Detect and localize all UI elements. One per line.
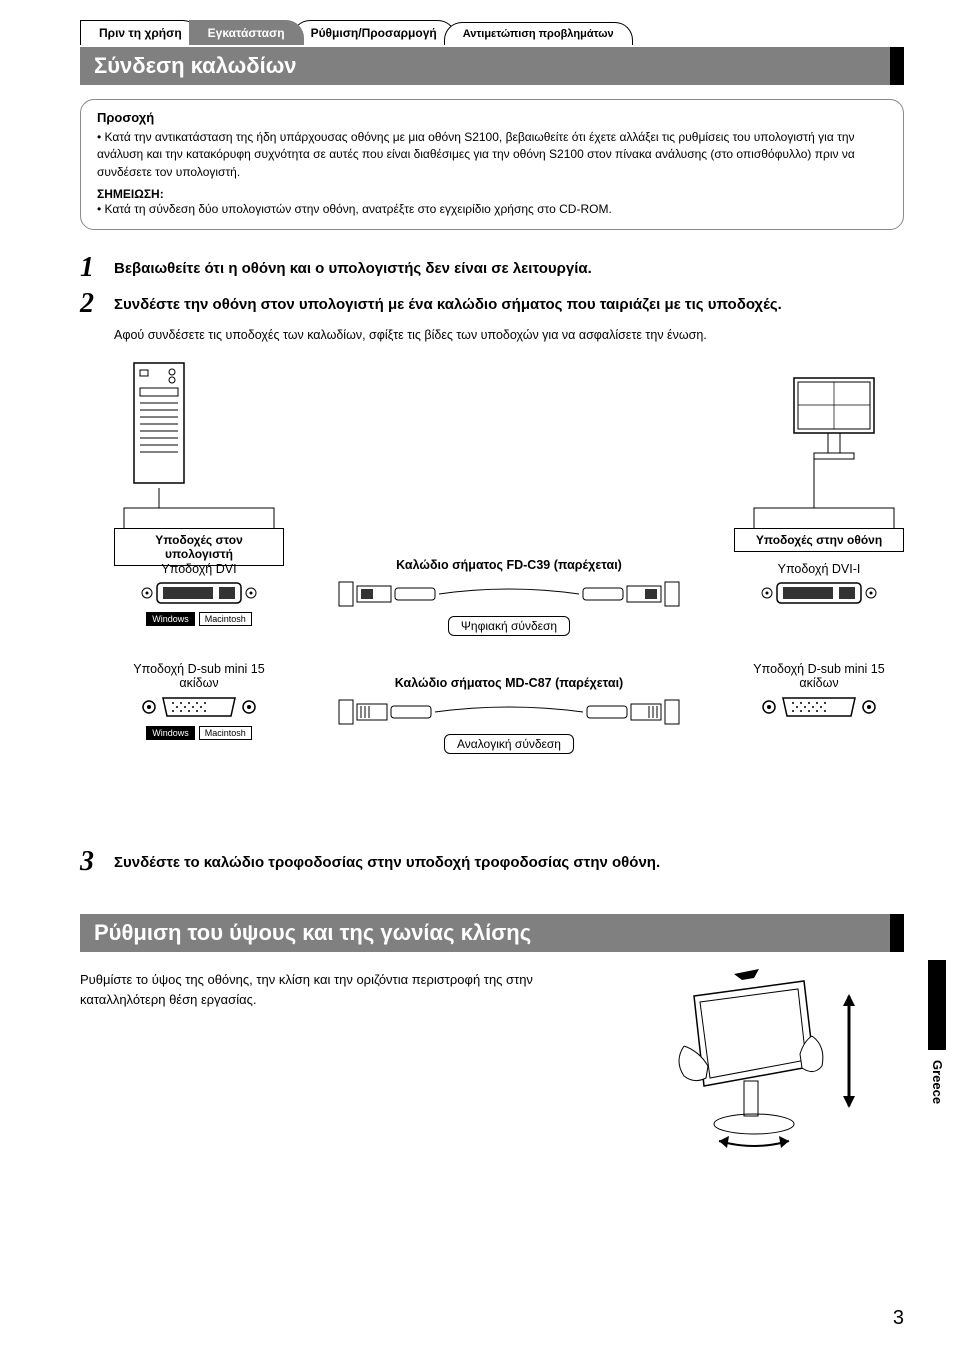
step-3-num: 3 (80, 848, 104, 876)
tab-before-use[interactable]: Πριν τη χρήση (80, 20, 201, 45)
step-2-body: Αφού συνδέσετε τις υποδοχές των καλωδίων… (114, 326, 904, 345)
tab-installation[interactable]: Εγκατάσταση (189, 20, 304, 45)
dvi-i-port-label: Υποδοχή DVI-I (734, 562, 904, 576)
step-3-title: Συνδέστε το καλώδιο τροφοδοσίας στην υπο… (114, 848, 660, 876)
adjust-text: Ρυθμίστε το ύψος της οθόνης, την κλίση κ… (80, 966, 560, 1009)
dvi-port-label-pc: Υποδοχή DVI (114, 562, 284, 576)
windows-badge: Windows (146, 612, 195, 626)
dvi-i-port-icon (759, 580, 879, 606)
step-2-num: 2 (80, 290, 104, 318)
dsub-port-icon-pc (139, 694, 259, 720)
analog-connection-label: Αναλογική σύνδεση (444, 734, 574, 754)
page-number: 3 (893, 1307, 904, 1330)
windows-badge-2: Windows (146, 726, 195, 740)
cable-fdc39-label: Καλώδιο σήματος FD-C39 (παρέχεται) (304, 558, 714, 572)
cable-fdc39-icon (329, 574, 689, 614)
note-text: Κατά τη σύνδεση δύο υπολογιστών στην οθό… (105, 202, 612, 216)
step-1-title: Βεβαιωθείτε ότι η οθόνη και ο υπολογιστή… (114, 254, 592, 282)
section-title-cables: Σύνδεση καλωδίων (80, 47, 904, 85)
cable-mdc87-label: Καλώδιο σήματος MD-C87 (παρέχεται) (304, 676, 714, 690)
digital-connection-label: Ψηφιακή σύνδεση (448, 616, 570, 636)
side-label: Greece (930, 1060, 945, 1104)
dsub-port-label-monitor: Υποδοχή D-sub mini 15 ακίδων (734, 662, 904, 690)
connection-diagram: Υποδοχές στον υπολογιστή Υποδοχές στην ο… (114, 358, 904, 818)
nav-tabs: Πριν τη χρήση Εγκατάσταση Ρύθμιση/Προσαρ… (80, 20, 904, 45)
dvi-port-icon (139, 580, 259, 606)
tab-settings[interactable]: Ρύθμιση/Προσαρμογή (292, 20, 456, 45)
cable-mdc87-icon (329, 692, 689, 732)
tab-troubleshooting[interactable]: Αντιμετώπιση προβλημάτων (444, 22, 633, 45)
caution-bullet: • Κατά την αντικατάσταση της ήδη υπάρχου… (97, 129, 887, 181)
step-2-title: Συνδέστε την οθόνη στον υπολογιστή με έν… (114, 290, 782, 318)
note-label: ΣΗΜΕΙΩΣΗ: (97, 187, 887, 201)
os-badges-dvi: Windows Macintosh (114, 612, 284, 626)
caution-title: Προσοχή (97, 110, 887, 125)
adjust-section: Ρυθμίστε το ύψος της οθόνης, την κλίση κ… (80, 966, 904, 1186)
step-3: 3 Συνδέστε το καλώδιο τροφοδοσίας στην υ… (80, 848, 904, 876)
caution-box: Προσοχή • Κατά την αντικατάσταση της ήδη… (80, 99, 904, 230)
macintosh-badge: Macintosh (199, 612, 252, 626)
dsub-port-icon-monitor (759, 694, 879, 720)
monitor-connectors-label: Υποδοχές στην οθόνη (734, 528, 904, 552)
caution-bullet-text: Κατά την αντικατάσταση της ήδη υπάρχουσα… (97, 130, 855, 179)
side-tab-marker (928, 960, 946, 1050)
step-2: 2 Συνδέστε την οθόνη στον υπολογιστή με … (80, 290, 904, 318)
macintosh-badge-2: Macintosh (199, 726, 252, 740)
step-1: 1 Βεβαιωθείτε ότι η οθόνη και ο υπολογισ… (80, 254, 904, 282)
monitor-adjust-illustration (664, 966, 864, 1156)
note-text-row: • Κατά τη σύνδεση δύο υπολογιστών στην ο… (97, 201, 887, 218)
os-badges-dsub: Windows Macintosh (114, 726, 284, 740)
section-title-adjust: Ρύθμιση του ύψους και της γωνίας κλίσης (80, 914, 904, 952)
dsub-port-label-pc: Υποδοχή D-sub mini 15 ακίδων (114, 662, 284, 690)
step-1-num: 1 (80, 254, 104, 282)
